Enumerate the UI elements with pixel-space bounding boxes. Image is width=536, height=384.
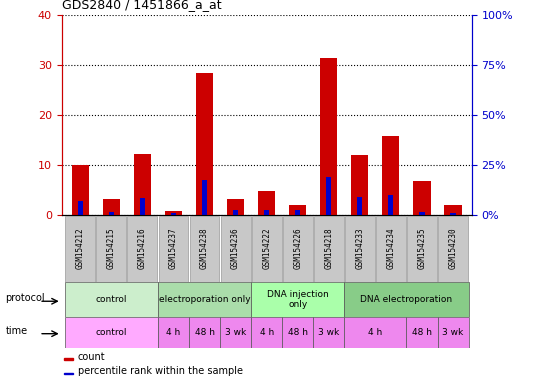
Text: GSM154226: GSM154226 (293, 228, 302, 270)
Text: GSM154215: GSM154215 (107, 228, 116, 270)
Bar (78, 202, 83, 215)
Text: control: control (95, 328, 127, 337)
Text: GDS2840 / 1451866_a_at: GDS2840 / 1451866_a_at (62, 0, 221, 12)
Text: 4 h: 4 h (259, 328, 274, 337)
Bar (351, 155, 368, 215)
Bar (313, 317, 344, 348)
Text: GSM154216: GSM154216 (138, 228, 147, 270)
Bar (72, 165, 89, 215)
Text: 48 h: 48 h (288, 328, 308, 337)
Bar (202, 180, 207, 215)
Bar (128, 216, 158, 281)
Bar (171, 213, 176, 215)
Bar (358, 197, 362, 215)
Bar (103, 199, 120, 215)
Bar (444, 205, 461, 215)
Text: count: count (78, 352, 105, 362)
Text: DNA injection
only: DNA injection only (267, 290, 329, 309)
Bar (189, 317, 220, 348)
Bar (96, 216, 126, 281)
Bar (64, 358, 73, 360)
Text: 48 h: 48 h (412, 328, 432, 337)
Bar (252, 216, 281, 281)
Bar (289, 205, 306, 215)
Bar (344, 282, 468, 317)
Bar (345, 216, 375, 281)
Bar (64, 372, 73, 374)
Bar (295, 210, 300, 215)
Text: GSM154230: GSM154230 (449, 228, 458, 270)
Text: GSM154234: GSM154234 (386, 228, 396, 270)
Bar (314, 216, 344, 281)
Text: 3 wk: 3 wk (442, 328, 464, 337)
Text: GSM154237: GSM154237 (169, 228, 178, 270)
Text: GSM154222: GSM154222 (262, 228, 271, 270)
Bar (221, 216, 250, 281)
Text: time: time (5, 326, 27, 336)
Text: control: control (95, 295, 127, 304)
Bar (407, 216, 437, 281)
Bar (158, 282, 251, 317)
Bar (258, 191, 275, 215)
Bar (140, 198, 145, 215)
Bar (65, 317, 158, 348)
Bar (233, 210, 238, 215)
Bar (438, 216, 468, 281)
Bar (196, 73, 213, 215)
Bar (282, 317, 313, 348)
Bar (65, 282, 158, 317)
Bar (251, 317, 282, 348)
Text: 3 wk: 3 wk (225, 328, 246, 337)
Text: DNA electroporation: DNA electroporation (360, 295, 452, 304)
Bar (158, 317, 189, 348)
Bar (159, 216, 188, 281)
Text: GSM154235: GSM154235 (418, 228, 427, 270)
Bar (382, 136, 399, 215)
Text: 4 h: 4 h (368, 328, 383, 337)
Text: GSM154212: GSM154212 (76, 228, 85, 270)
Bar (376, 216, 406, 281)
Bar (165, 211, 182, 215)
Text: percentile rank within the sample: percentile rank within the sample (78, 366, 243, 376)
Bar (389, 195, 393, 215)
Text: electroporation only: electroporation only (159, 295, 250, 304)
Bar (190, 216, 219, 281)
Bar (220, 317, 251, 348)
Bar (406, 317, 437, 348)
Bar (450, 213, 456, 215)
Bar (134, 154, 151, 215)
Bar (109, 212, 114, 215)
Bar (419, 212, 425, 215)
Bar (264, 210, 269, 215)
Bar (437, 317, 468, 348)
Bar (283, 216, 312, 281)
Text: 4 h: 4 h (166, 328, 181, 337)
Text: GSM154238: GSM154238 (200, 228, 209, 270)
Bar (326, 177, 331, 215)
Bar (251, 282, 344, 317)
Text: GSM154218: GSM154218 (324, 228, 333, 270)
Text: GSM154233: GSM154233 (355, 228, 364, 270)
Bar (320, 58, 337, 215)
Bar (413, 181, 430, 215)
Text: GSM154236: GSM154236 (231, 228, 240, 270)
Text: protocol: protocol (5, 293, 45, 303)
Bar (65, 216, 95, 281)
Bar (344, 317, 406, 348)
Text: 3 wk: 3 wk (318, 328, 339, 337)
Text: 48 h: 48 h (195, 328, 214, 337)
Bar (227, 199, 244, 215)
